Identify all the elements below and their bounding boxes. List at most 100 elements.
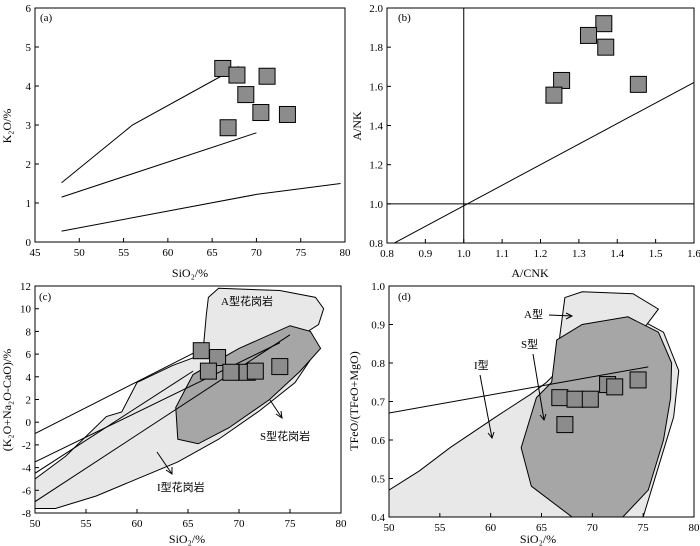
x-tick-label: 60 xyxy=(485,522,497,534)
field-s-type xyxy=(175,325,322,445)
reference-line-3 xyxy=(393,81,694,243)
y-axis-label: (K₂O+Na₂O-CaO)/% xyxy=(0,349,14,451)
x-tick-label: 65 xyxy=(207,247,219,259)
y-axis-label: K₂O/% xyxy=(0,109,14,144)
data-point-2 xyxy=(566,390,584,408)
data-point-7 xyxy=(271,358,289,376)
x-tick-label: 75 xyxy=(638,522,650,534)
reference-line-layer xyxy=(35,334,291,503)
reference-line-3 xyxy=(35,370,194,474)
x-tick-label: 1.2 xyxy=(534,248,548,260)
x-tick-label: 60 xyxy=(162,247,174,259)
y-tick-label: -4 xyxy=(22,463,32,475)
data-point-layer xyxy=(545,15,647,104)
panel-label: (b) xyxy=(398,12,411,24)
y-tick-label: 1.0 xyxy=(371,281,385,293)
panel-label: (d) xyxy=(398,291,411,303)
y-tick-label: -6 xyxy=(22,485,32,497)
data-point-layer xyxy=(551,371,647,434)
x-tick-label: 0.9 xyxy=(419,248,433,260)
data-point-4 xyxy=(222,363,240,381)
y-tick-label: 0.6 xyxy=(371,435,385,447)
axes-layer: 0.8 0.9 1.0 1.1 1.2 1.3 1.4 1.5 1.6 0.8 1.0 1.2 1.4 1… xyxy=(369,3,700,260)
data-point-1 xyxy=(214,59,232,77)
x-tick-label: 55 xyxy=(81,518,93,530)
data-point-1 xyxy=(551,389,569,407)
reference-line-2 xyxy=(35,342,281,463)
y-tick-label: 0.4 xyxy=(371,512,385,524)
x-tick-label: 1.6 xyxy=(687,248,700,260)
data-point-6 xyxy=(629,371,647,389)
data-point-4 xyxy=(553,71,571,89)
panel-b: 0.8 0.9 1.0 1.1 1.2 1.3 1.4 1.5 1.6 0.8 1.0 1.2 1.4 1… xyxy=(350,3,700,280)
y-tick-label: 4 xyxy=(26,81,32,93)
y-tick-label: 2 xyxy=(26,159,32,171)
field-label-a-type-granite: A型花岗岩 xyxy=(221,294,273,308)
data-point-layer xyxy=(192,342,289,381)
x-axis-label: A/CNK xyxy=(511,266,549,280)
y-tick-label: 0.9 xyxy=(371,320,385,332)
data-point-6 xyxy=(246,362,264,380)
y-tick-label: 2 xyxy=(26,395,32,407)
reference-line-1 xyxy=(389,366,649,414)
x-tick-label: 60 xyxy=(132,518,144,530)
y-tick-label: 6 xyxy=(26,3,32,15)
data-point-5 xyxy=(606,378,624,396)
field-label-i-type: I型 xyxy=(474,358,489,372)
data-point-7 xyxy=(556,416,574,434)
x-tick-label: 70 xyxy=(251,247,263,259)
x-tick-label: 50 xyxy=(384,522,396,534)
data-point-3 xyxy=(258,67,276,85)
x-tick-label: 50 xyxy=(74,247,86,259)
axes-layer: 50 55 60 65 70 75 80 -8 -6 -4 -2 0 2 4 6 8 10 12 xyxy=(20,281,347,530)
reference-line-1 xyxy=(35,350,199,434)
data-point-3 xyxy=(581,390,599,408)
y-axis-label: TFeO/(TFeO+MgO) xyxy=(347,351,361,450)
y-tick-label: 12 xyxy=(20,281,31,293)
y-tick-label: 0.5 xyxy=(371,474,385,486)
y-tick-label: 0.8 xyxy=(369,238,383,250)
x-tick-label: 70 xyxy=(587,522,599,534)
annotation-arrows xyxy=(479,312,574,440)
x-tick-label: 75 xyxy=(285,518,297,530)
data-point-5 xyxy=(545,86,563,104)
data-point-layer xyxy=(214,59,296,137)
data-point-3 xyxy=(597,38,615,56)
x-tick-label: 45 xyxy=(30,247,42,259)
data-point-2 xyxy=(228,66,246,84)
reference-line-layer xyxy=(387,8,694,243)
plot-frame xyxy=(386,7,695,244)
data-point-2 xyxy=(209,349,227,367)
x-tick-label: 80 xyxy=(336,518,348,530)
data-point-3 xyxy=(199,362,217,380)
y-tick-label: 0 xyxy=(26,417,32,429)
x-axis-label: SiO₂/% xyxy=(172,266,208,280)
panel-label: (a) xyxy=(40,12,53,24)
y-tick-label: 1.8 xyxy=(369,42,383,54)
data-point-5 xyxy=(252,104,270,122)
x-tick-label: 1.5 xyxy=(649,248,663,260)
y-tick-label: 1.2 xyxy=(369,160,383,172)
y-tick-label: -2 xyxy=(22,440,31,452)
panel-c: 50 55 60 65 70 75 80 -8 -6 -4 -2 0 2 4 6 8 10 12 (c) SiO₂… xyxy=(0,281,347,546)
x-tick-label: 75 xyxy=(295,247,307,259)
y-tick-label: 4 xyxy=(26,372,32,384)
y-tick-label: 8 xyxy=(26,326,32,338)
data-point-6 xyxy=(629,75,647,93)
y-tick-label: 0.8 xyxy=(371,358,385,370)
data-point-1 xyxy=(595,15,613,33)
reference-line-layer xyxy=(389,366,649,414)
data-point-1 xyxy=(192,342,210,360)
data-point-2 xyxy=(579,26,597,44)
boundary-line-2 xyxy=(61,132,257,198)
y-tick-label: 0.7 xyxy=(371,397,385,409)
panel-d: 50 55 60 65 70 75 800.40.50.60.70.80.91.0 (d) … xyxy=(347,281,700,546)
y-tick-label: 5 xyxy=(26,42,32,54)
y-tick-label: 6 xyxy=(26,349,32,361)
field-label-s-type: S型 xyxy=(521,337,538,351)
x-tick-label: 65 xyxy=(536,522,548,534)
panel-label: (c) xyxy=(39,291,52,303)
y-tick-label: -8 xyxy=(22,508,32,520)
